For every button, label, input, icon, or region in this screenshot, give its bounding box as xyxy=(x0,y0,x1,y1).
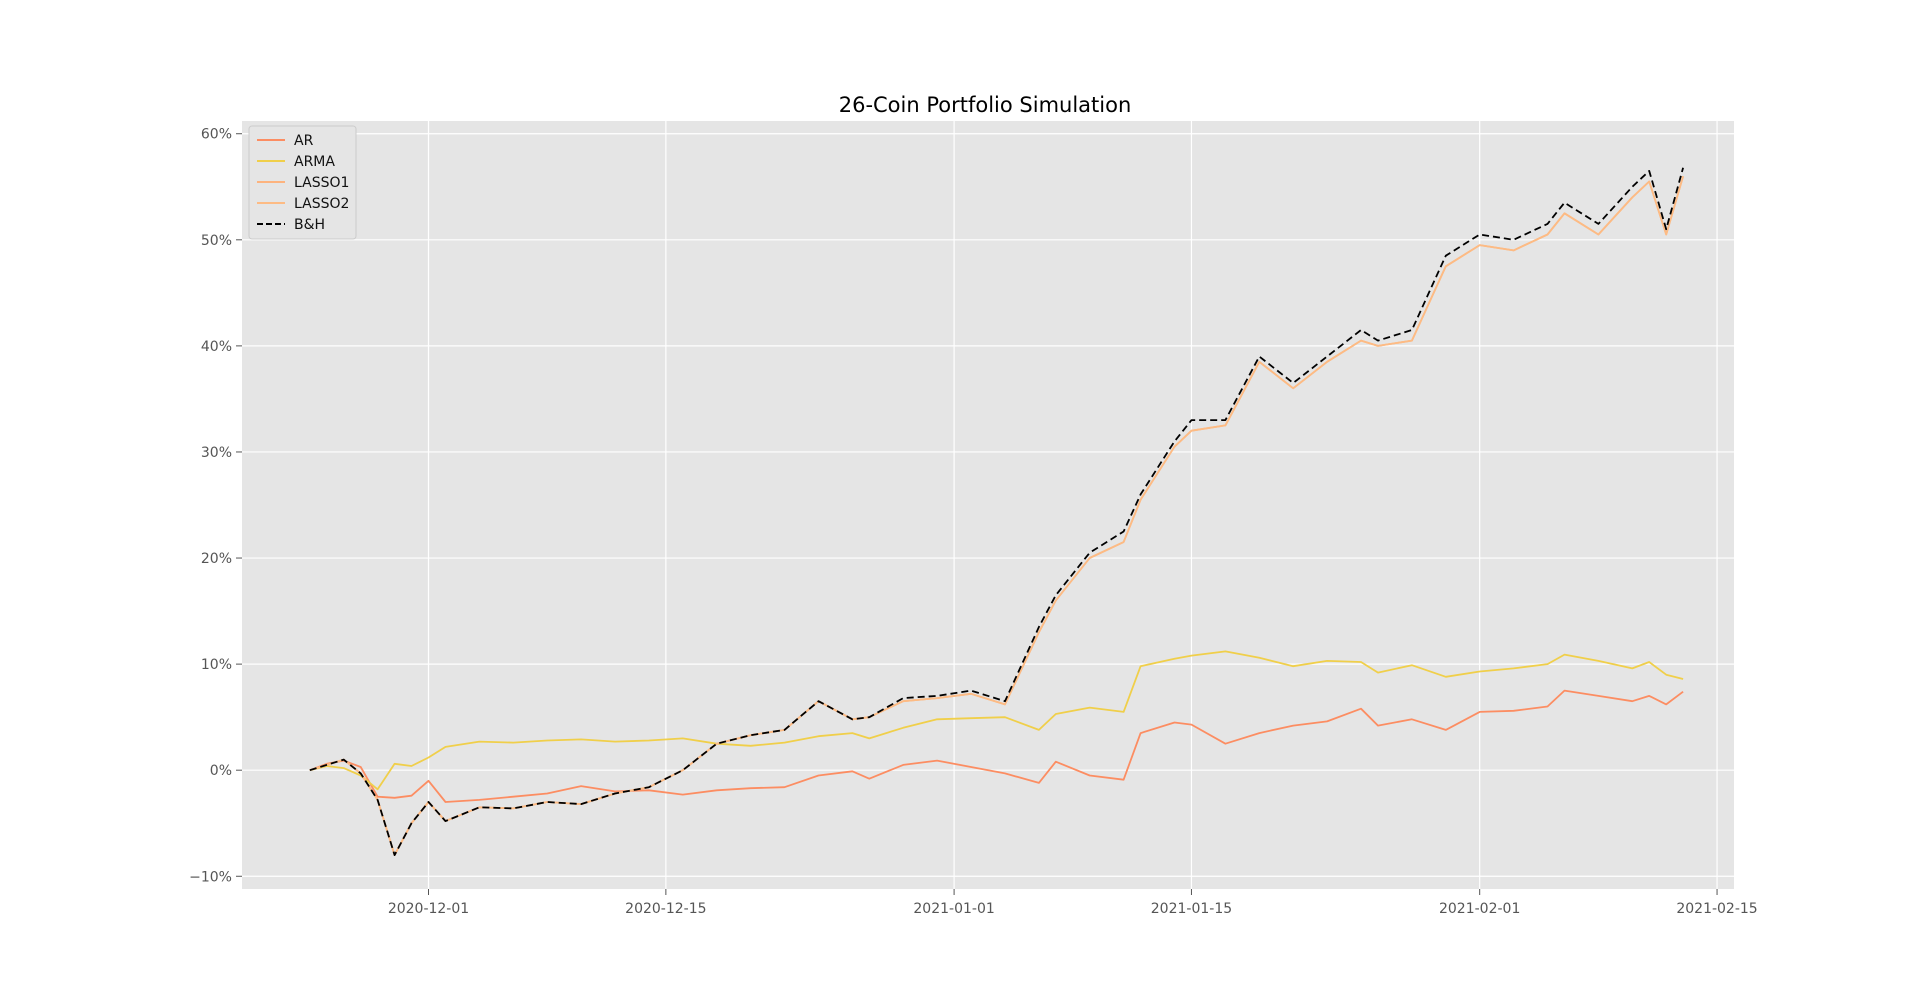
y-tick-label: −10% xyxy=(189,869,232,885)
y-tick-label: 10% xyxy=(201,657,232,673)
x-tick-label: 2021-02-01 xyxy=(1439,901,1520,917)
legend-label: B&H xyxy=(294,217,325,233)
series-line-ar xyxy=(309,689,1684,803)
grid-lines xyxy=(242,121,1734,889)
legend-box xyxy=(248,125,357,240)
legend-label: LASSO1 xyxy=(294,175,349,191)
x-tick-label: 2020-12-15 xyxy=(625,901,706,917)
x-tick-label: 2020-12-01 xyxy=(388,901,469,917)
x-tick-label: 2021-01-01 xyxy=(913,901,994,917)
y-tick-label: 50% xyxy=(201,233,232,249)
y-tick-label: 60% xyxy=(201,127,232,143)
chart-title: 26-Coin Portfolio Simulation xyxy=(839,93,1132,117)
legend-label: ARMA xyxy=(294,154,335,170)
series-layer xyxy=(309,167,1684,856)
y-axis: −10% 0% 10% 20% 30% 40% 50% 60% xyxy=(189,127,242,885)
plot-area xyxy=(242,121,1734,889)
series-line-arma xyxy=(309,650,1684,791)
legend-label: LASSO2 xyxy=(294,196,349,212)
series-line-lasso2 xyxy=(309,175,1684,856)
series-line-b-h xyxy=(309,167,1684,856)
legend: AR ARMA LASSO1 LASSO2 B&H xyxy=(248,125,357,240)
y-tick-label: 20% xyxy=(201,551,232,567)
x-tick-label: 2021-01-15 xyxy=(1151,901,1232,917)
y-tick-label: 30% xyxy=(201,445,232,461)
x-axis: 2020-12-01 2020-12-15 2021-01-01 2021-01-15… xyxy=(388,889,1758,917)
x-tick-label: 2021-02-15 xyxy=(1676,901,1757,917)
y-tick-label: 0% xyxy=(210,763,232,779)
y-tick-label: 40% xyxy=(201,339,232,355)
legend-label: AR xyxy=(294,133,314,149)
